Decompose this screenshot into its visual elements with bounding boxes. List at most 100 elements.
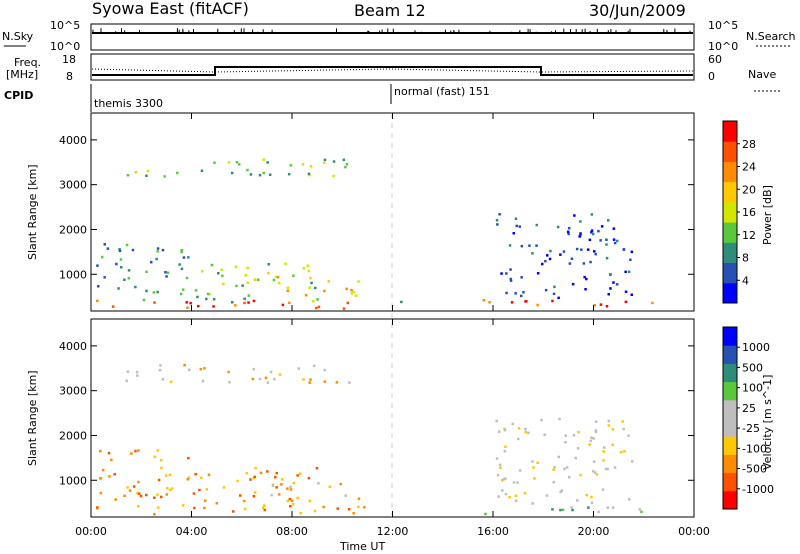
range-gate-cell [535,244,538,247]
range-gate-cell [504,445,507,448]
range-gate-cell [186,478,189,481]
colorbar-swatch [723,222,737,243]
range-gate-cell [593,250,596,253]
range-gate-cell [263,504,266,507]
nave-tick-low: 0 [708,70,715,83]
range-gate-cell [622,248,626,251]
range-gate-cell [536,303,539,307]
range-gate-cell [347,508,351,511]
freq-tick-high: 18 [62,53,76,66]
power-y-ticks: 4000 3000 2000 1000 [59,134,694,281]
range-gate-cell [270,493,273,497]
range-gate-cell [564,434,567,437]
range-gate-cell [536,461,539,464]
range-gate-cell [161,378,165,381]
range-gate-cell [258,377,262,381]
colorbar-frame [722,326,738,510]
range-gate-cell [589,260,592,264]
range-gate-cell [217,272,220,275]
range-gate-cell [182,256,186,259]
range-gate-cell [342,307,346,310]
range-gate-cell [502,478,506,481]
y-tick-label: 4000 [59,340,87,353]
range-gate-cell [565,466,569,469]
range-gate-cell [624,300,628,304]
range-gate-cell [595,473,599,476]
range-gate-cell [504,477,507,480]
range-gate-cell [267,263,270,266]
range-gate-cell [574,456,577,460]
range-gate-cell [160,495,163,499]
range-gate-cell [117,287,120,290]
range-gate-cell [613,241,617,245]
range-gate-cell [552,468,555,471]
range-gate-cell [560,489,564,492]
range-gate-cell [323,368,326,372]
range-gate-cell [179,292,183,296]
range-gate-cell [145,289,148,293]
y-tick-label: 2000 [59,223,87,236]
range-gate-cell [498,213,501,216]
range-gate-cell [518,469,522,472]
range-gate-cell [606,506,610,509]
range-gate-cell [275,486,278,489]
range-gate-cell [592,460,596,463]
range-gate-cell [535,223,538,227]
range-gate-cell [567,227,571,230]
range-gate-cell [292,481,296,485]
colorbar-tick-label: 8 [742,252,749,265]
range-gate-cell [272,278,276,282]
range-gate-cell [201,379,205,383]
range-gate-cell [602,459,605,462]
nsearch-tick-low: 10^0 [708,40,738,53]
range-gate-cell [509,279,513,282]
range-gate-cell [638,508,641,511]
range-gate-cell [500,479,504,482]
cpid-themis: normal (fast) 151 [394,85,490,98]
range-gate-cell [601,488,605,491]
range-gate-cell [106,247,110,250]
range-gate-cell [599,239,602,242]
range-gate-cell [566,230,570,234]
range-gate-cell [323,158,327,162]
range-gate-cell [110,458,113,462]
range-gate-cell [139,494,143,498]
range-gate-cell [126,174,130,177]
range-gate-cell [138,492,141,495]
range-gate-cell [514,494,518,497]
range-gate-cell [302,267,306,270]
range-gate-cell [275,275,278,279]
range-gate-cell [308,286,311,289]
range-gate-cell [166,487,169,490]
range-gate-cell [156,493,159,496]
range-gate-cell [344,494,347,497]
velocity-ylabel: Slant Range [km] [26,370,39,466]
range-gate-cell [545,494,549,497]
range-gate-cell [204,499,207,502]
colorbar-tick-label: -1000 [742,483,774,496]
range-gate-cell [524,427,527,431]
range-gate-cell [267,272,270,275]
range-gate-cell [290,499,294,502]
nsearch-label: N.Search [746,30,796,43]
range-gate-cell [630,250,634,254]
range-gate-cell [484,512,487,516]
range-gate-cell [607,293,610,296]
range-gate-cell [254,491,257,494]
range-gate-cell [164,271,167,274]
y-tick-label: 4000 [59,134,87,147]
range-gate-cell [544,288,548,292]
range-gate-cell [126,370,130,373]
range-gate-cell [540,418,543,422]
range-gate-cell [357,505,360,509]
range-gate-cell [291,502,295,506]
range-gate-cell [205,488,208,491]
range-gate-cell [591,232,595,236]
range-gate-cell [509,268,512,271]
range-gate-cell [186,306,189,309]
range-gate-cell [498,463,502,467]
range-gate-cell [159,364,162,367]
range-gate-cell [276,276,280,279]
range-gate-cell [192,492,196,495]
range-gate-cell [203,367,206,370]
